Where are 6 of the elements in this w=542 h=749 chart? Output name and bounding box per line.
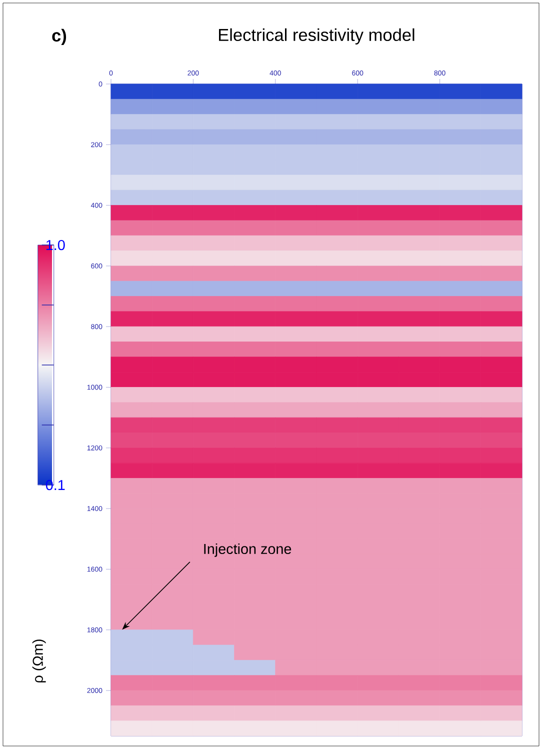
text: c): [52, 28, 66, 46]
color-bar-label: 1.0: [46, 240, 65, 250]
annotation: Injection zone: [204, 543, 292, 557]
color-bar-label: 0.1: [46, 480, 65, 490]
chart-title: Electrical resistivity model: [219, 28, 414, 44]
color-bar-title: ρ (Ωm): [32, 640, 46, 682]
